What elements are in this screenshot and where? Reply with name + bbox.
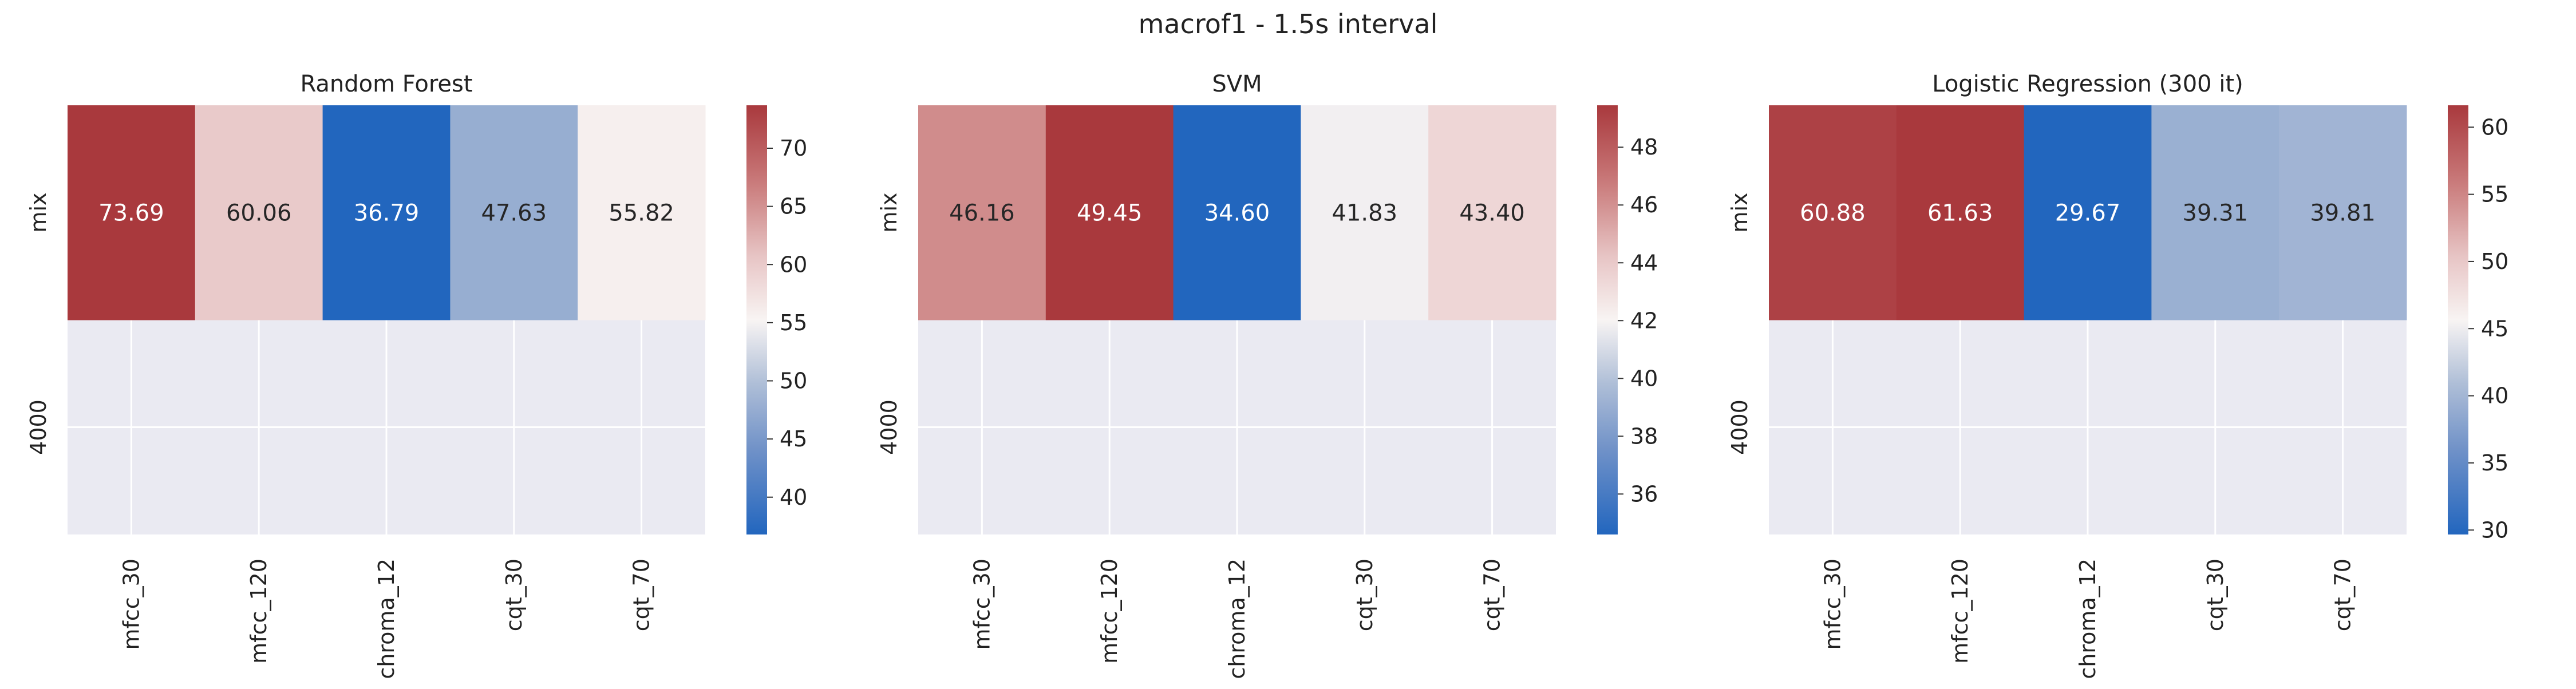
colorbar-tick-label: 55 <box>2481 182 2508 207</box>
x-tick-label: chroma_12 <box>1224 559 1250 679</box>
subplot-title: SVM <box>1212 71 1262 97</box>
y-tick-label: mix <box>26 192 51 232</box>
heatmap-cell <box>1896 105 2025 320</box>
x-tick-label: cqt_70 <box>2330 559 2356 631</box>
heatmap-cell <box>322 105 451 320</box>
x-tick-label: mfcc_120 <box>246 559 271 664</box>
x-tick-label: mfcc_30 <box>118 559 144 650</box>
cell-value-label: 29.67 <box>2055 200 2121 227</box>
heatmap-cell <box>918 105 1046 320</box>
colorbar-tick-label: 60 <box>780 252 807 277</box>
colorbar <box>746 105 767 534</box>
colorbar-tick-label: 46 <box>1630 192 1658 217</box>
colorbar-tick-label: 65 <box>780 194 807 219</box>
colorbar-tick-label: 36 <box>1630 481 1658 506</box>
subplot-title: Random Forest <box>300 71 472 97</box>
heatmap-cell <box>1428 105 1556 320</box>
colorbar-tick-label: 60 <box>2481 114 2508 140</box>
colorbar-tick-label: 50 <box>780 369 807 394</box>
x-tick-label: cqt_70 <box>629 559 654 631</box>
cell-value-label: 41.83 <box>1332 200 1398 227</box>
cell-value-label: 43.40 <box>1459 200 1525 227</box>
cell-value-label: 47.63 <box>481 200 547 227</box>
colorbar-tick-label: 55 <box>780 310 807 335</box>
heatmap-cell <box>578 105 706 320</box>
x-tick-label: mfcc_30 <box>969 559 994 650</box>
colorbar-tick-label: 45 <box>2481 316 2508 341</box>
heatmap-cell <box>450 105 578 320</box>
x-tick-label: mfcc_30 <box>1820 559 1845 650</box>
heatmap-cell <box>68 105 196 320</box>
cell-value-label: 39.81 <box>2310 200 2376 227</box>
heatmap-panel: Logistic Regression (300 it) 60.88 61.63 29… <box>1727 71 2508 679</box>
subplot-title: Logistic Regression (300 it) <box>1932 71 2243 97</box>
colorbar-tick-label: 40 <box>1630 366 1658 391</box>
heatmap-panel: Random Forest 73.69 60.06 36.79 47.63 55.82 mi… <box>26 71 807 679</box>
x-tick-label: chroma_12 <box>2075 559 2100 679</box>
colorbar-tick-label: 40 <box>2481 383 2508 409</box>
cell-value-label: 36.79 <box>354 200 420 227</box>
cell-value-label: 39.31 <box>2183 200 2249 227</box>
heatmap-cell <box>1045 105 1174 320</box>
colorbar-tick-label: 40 <box>780 485 807 510</box>
y-tick-label: 4000 <box>1727 399 1752 455</box>
y-tick-label: mix <box>876 192 902 232</box>
cell-value-label: 34.60 <box>1204 200 1270 227</box>
heatmap-panel: SVM 46.16 49.45 34.60 41.83 43.40 mix 4000 mfcc_… <box>876 71 1658 679</box>
colorbar-tick-label: 45 <box>780 426 807 452</box>
heatmap-cell <box>2279 105 2407 320</box>
heatmap-cell <box>2151 105 2279 320</box>
cell-value-label: 46.16 <box>949 200 1015 227</box>
y-tick-label: mix <box>1727 192 1752 232</box>
heatmap-cell <box>2024 105 2152 320</box>
colorbar-tick-label: 30 <box>2481 517 2508 543</box>
y-tick-label: 4000 <box>26 399 51 455</box>
heatmap-cell <box>1301 105 1429 320</box>
colorbar-tick-label: 35 <box>2481 450 2508 476</box>
y-tick-label: 4000 <box>876 399 902 455</box>
heatmap-cell <box>1173 105 1301 320</box>
colorbar-tick-label: 48 <box>1630 134 1658 160</box>
heatmap-cell <box>195 105 323 320</box>
x-tick-label: mfcc_120 <box>1947 559 1973 664</box>
x-tick-label: chroma_12 <box>374 559 399 679</box>
colorbar-tick-label: 42 <box>1630 308 1658 333</box>
cell-value-label: 49.45 <box>1077 200 1143 227</box>
cell-value-label: 55.82 <box>609 200 674 227</box>
x-tick-label: cqt_30 <box>501 559 527 631</box>
cell-value-label: 73.69 <box>98 200 164 227</box>
figure-title: macrof1 - 1.5s interval <box>1139 9 1438 39</box>
cell-value-label: 60.06 <box>226 200 292 227</box>
cell-value-label: 60.88 <box>1800 200 1866 227</box>
x-tick-label: cqt_30 <box>2203 559 2228 631</box>
x-tick-label: mfcc_120 <box>1097 559 1122 664</box>
colorbar <box>1597 105 1618 534</box>
cell-value-label: 61.63 <box>1927 200 1993 227</box>
colorbar-tick-label: 70 <box>780 136 807 161</box>
colorbar <box>2448 105 2468 534</box>
x-tick-label: cqt_70 <box>1480 559 1505 631</box>
x-tick-label: cqt_30 <box>1352 559 1377 631</box>
colorbar-tick-label: 44 <box>1630 250 1658 275</box>
colorbar-tick-label: 50 <box>2481 249 2508 274</box>
heatmap-cell <box>1769 105 1897 320</box>
colorbar-tick-label: 38 <box>1630 423 1658 449</box>
